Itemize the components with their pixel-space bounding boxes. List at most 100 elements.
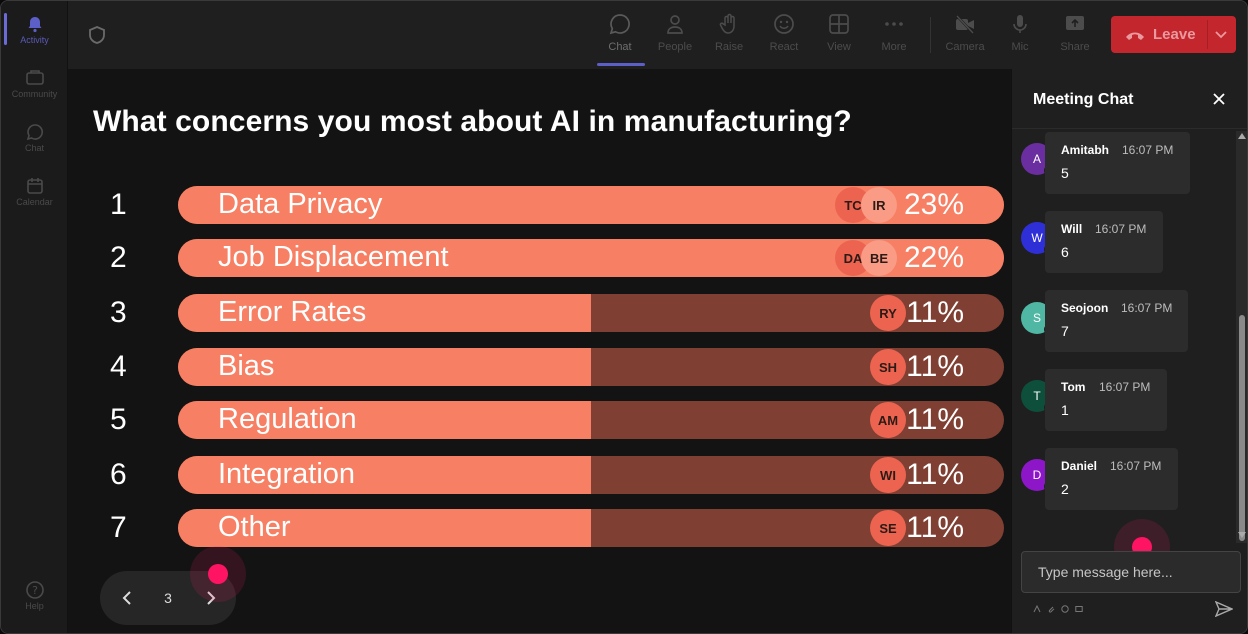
hand-icon [718, 13, 740, 35]
option-label: Bias [218, 350, 275, 382]
chat-scrollbar[interactable] [1236, 131, 1247, 543]
toolbar-people-button[interactable]: People [648, 11, 702, 61]
avatar-initial: W [1031, 231, 1043, 245]
rail-item-chat[interactable]: Chat [1, 111, 68, 165]
send-icon[interactable] [1214, 600, 1234, 618]
voter-avatar: BE [861, 240, 897, 276]
format-icon[interactable] [1033, 604, 1041, 613]
toolbar-share-button[interactable]: Share [1048, 11, 1102, 61]
rail-active-indicator [4, 13, 7, 45]
option-bar: Regulation AM 11% [178, 401, 1004, 439]
page-number: 3 [164, 590, 172, 606]
voter-avatar: AM [870, 402, 906, 438]
toolbar-raise-button[interactable]: Raise [702, 11, 756, 61]
rail-item-label: Chat [24, 143, 44, 153]
message-text: 1 [1061, 402, 1069, 418]
chevron-down-icon[interactable] [1214, 28, 1228, 42]
option-label: Regulation [218, 403, 357, 435]
attach-icon[interactable] [1047, 605, 1055, 613]
option-percent: 11% [906, 296, 964, 329]
pointer-indicator [190, 546, 246, 602]
option-percent: 11% [906, 458, 964, 491]
scroll-up-arrow-icon[interactable] [1238, 133, 1246, 139]
meeting-toolbar: Chat People Raise React View [68, 1, 1247, 69]
voter-avatar: SE [870, 510, 906, 546]
gif-icon[interactable] [1075, 605, 1083, 613]
toolbar-view-button[interactable]: View [812, 11, 866, 61]
leave-label: Leave [1153, 26, 1196, 43]
grid-icon [828, 13, 850, 35]
message-author: Will [1061, 222, 1083, 236]
rail-item-activity[interactable]: Activity [1, 3, 68, 57]
toolbar-chat-button[interactable]: Chat [593, 11, 647, 61]
avatar-initial: A [1032, 152, 1041, 166]
option-bar: Integration WI 11% [178, 456, 1004, 494]
poll-option-row[interactable]: 7 Other SE 11% [68, 509, 1010, 547]
community-icon [25, 69, 45, 87]
people-icon [664, 13, 686, 35]
avatar-initial: D [1032, 468, 1042, 482]
option-percent: 11% [906, 403, 964, 436]
message-text: 2 [1061, 481, 1069, 497]
message-time: 16:07 PM [1121, 301, 1173, 315]
voter-avatar: WI [870, 457, 906, 493]
toolbar-more-button[interactable]: More [867, 11, 921, 61]
toolbar-active-indicator [597, 63, 645, 66]
phone-hangup-icon [1125, 29, 1145, 41]
chat-divider [1012, 128, 1247, 129]
poll-option-row[interactable]: 2 Job Displacement DA BE 22% [68, 239, 1010, 277]
rail-item-label: Activity [20, 35, 49, 45]
option-number: 6 [110, 458, 127, 491]
chat-icon [25, 123, 45, 141]
option-number: 4 [110, 350, 127, 383]
option-label: Data Privacy [218, 188, 383, 220]
mic-icon [1009, 13, 1031, 35]
close-icon[interactable] [1211, 91, 1227, 107]
voter-avatar: IR [861, 187, 897, 223]
message-bubble: Daniel 16:07 PM 2 [1045, 448, 1178, 510]
leave-button[interactable]: Leave [1111, 16, 1236, 53]
toolbar-label: Raise [714, 41, 744, 53]
message-time: 16:07 PM [1110, 459, 1162, 473]
option-label: Integration [218, 458, 356, 490]
option-bar: Job Displacement DA BE 22% [178, 239, 1004, 277]
toolbar-separator [930, 17, 931, 53]
help-icon: ? [25, 581, 45, 599]
scrollbar-thumb[interactable] [1239, 315, 1245, 541]
left-rail: Activity Community Chat Calendar ? Help [1, 1, 68, 633]
option-label: Other [218, 511, 291, 543]
rail-item-community[interactable]: Community [1, 57, 68, 111]
shield-icon[interactable] [87, 25, 107, 45]
message-author: Daniel [1061, 459, 1098, 473]
message-bubble: Will 16:07 PM 6 [1045, 211, 1163, 273]
option-fill [178, 401, 591, 439]
message-time: 16:07 PM [1095, 222, 1147, 236]
toolbar-mic-button[interactable]: Mic [993, 11, 1047, 61]
poll-option-row[interactable]: 6 Integration WI 11% [68, 456, 1010, 494]
meeting-chat-panel: Meeting Chat A Amitabh 16:07 PM 5 W Will [1011, 69, 1247, 633]
rail-item-help[interactable]: ? Help [1, 569, 68, 623]
scroll-down-arrow-icon[interactable] [1238, 532, 1246, 538]
voter-avatar: SH [870, 349, 906, 385]
rail-item-calendar[interactable]: Calendar [1, 165, 68, 219]
option-label: Job Displacement [218, 241, 449, 273]
calendar-icon [25, 177, 45, 195]
chat-icon [609, 13, 631, 35]
option-number: 1 [110, 188, 127, 221]
emoji-icon[interactable] [1061, 605, 1069, 613]
poll-option-row[interactable]: 1 Data Privacy TC IR 23% [68, 186, 1010, 224]
poll-option-row[interactable]: 3 Error Rates RY 11% [68, 294, 1010, 332]
rail-item-label: Help [25, 601, 44, 611]
poll-option-row[interactable]: 4 Bias SH 11% [68, 348, 1010, 386]
message-author: Tom [1061, 380, 1086, 394]
chevron-left-icon[interactable] [118, 588, 138, 608]
toolbar-label: People [657, 41, 693, 53]
message-author: Amitabh [1061, 143, 1109, 157]
message-text: 7 [1061, 323, 1069, 339]
toolbar-camera-button[interactable]: Camera [938, 11, 992, 61]
chevron-right-icon[interactable] [200, 588, 220, 608]
toolbar-react-button[interactable]: React [757, 11, 811, 61]
toolbar-label: React [769, 41, 799, 53]
chat-message-input[interactable] [1021, 551, 1241, 593]
poll-option-row[interactable]: 5 Regulation AM 11% [68, 401, 1010, 439]
